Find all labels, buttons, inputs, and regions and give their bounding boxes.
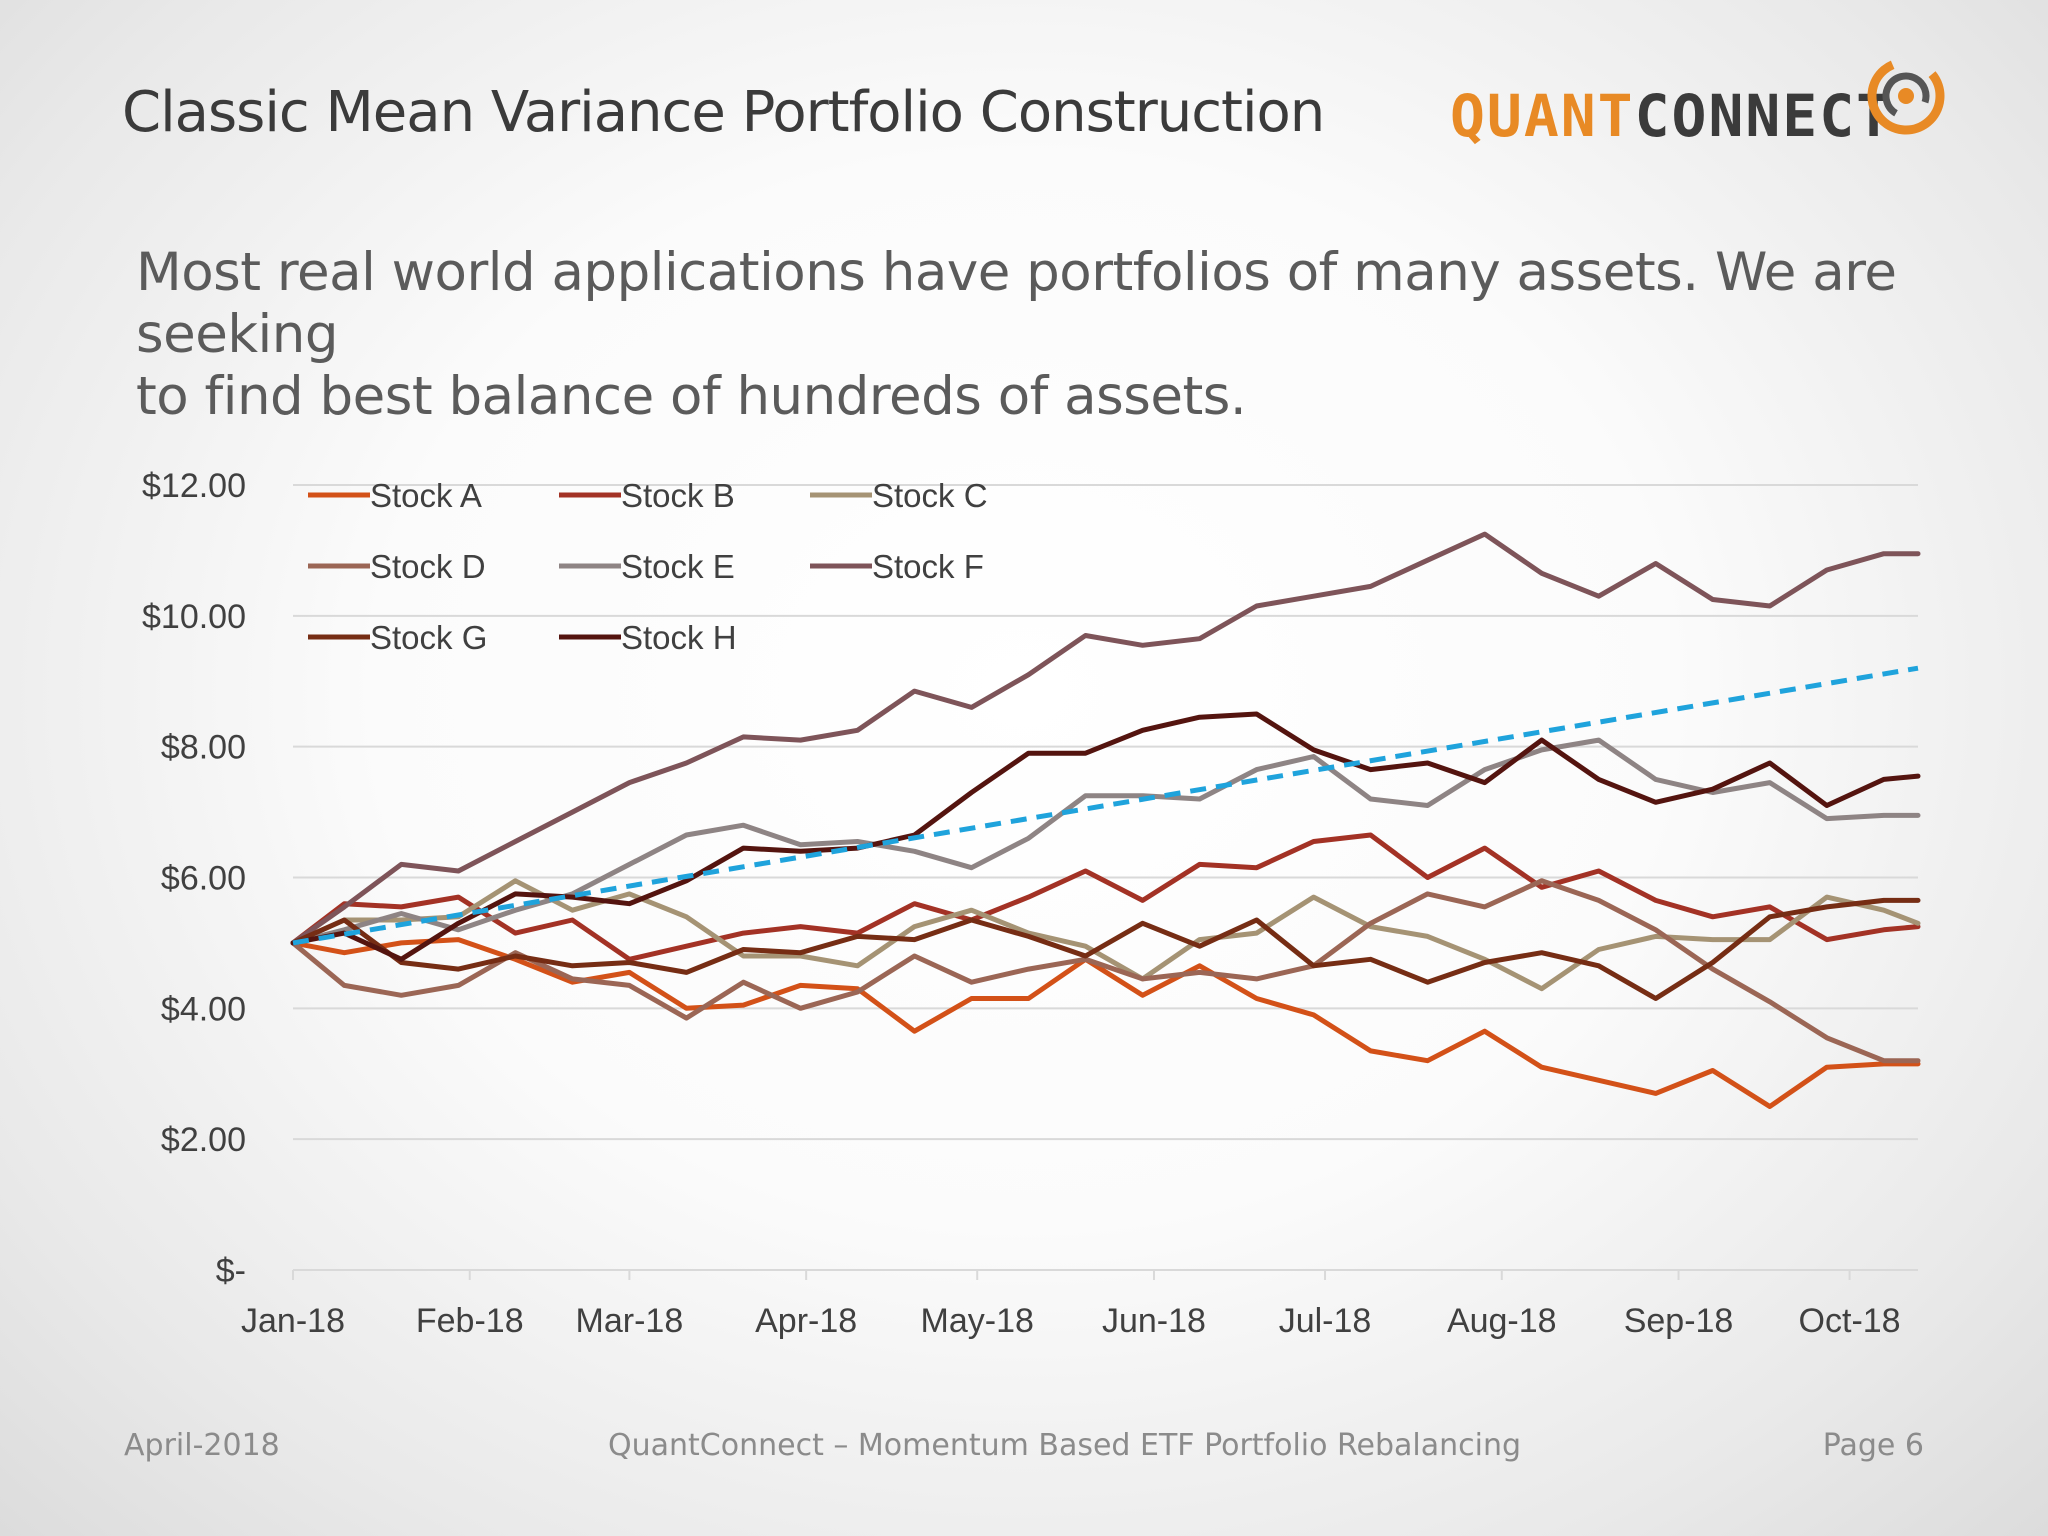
footer-presentation-title: QuantConnect – Momentum Based ETF Portfo… xyxy=(608,1428,1522,1463)
y-tick-label: $10.00 xyxy=(142,598,246,636)
stock-price-line-chart: Jan-18 Feb-18 Mar-18 Apr-18 May-18 Jun-18 Jul-… xyxy=(142,467,1921,1340)
x-tick-label: Mar-18 xyxy=(576,1302,684,1340)
logo-quant-text: QUANT xyxy=(1450,82,1635,150)
series-line-stock-f xyxy=(290,531,1921,946)
y-tick-label: $6.00 xyxy=(161,860,246,898)
legend-label: Stock E xyxy=(621,548,735,585)
legend-label: Stock H xyxy=(621,619,737,656)
slide-subtitle: Most real world applications have portfo… xyxy=(136,242,1936,428)
legend-label: Stock A xyxy=(370,477,482,514)
chart-y-axis: $- $2.00 $4.00 $6.00 $8.00 $10.00 $12.00 xyxy=(142,467,246,1290)
x-tick-label: Oct-18 xyxy=(1799,1302,1901,1340)
series-line-stock-e xyxy=(290,737,1921,946)
footer-page-number: Page 6 xyxy=(1822,1428,1924,1463)
y-tick-label: $- xyxy=(216,1252,246,1290)
legend-label: Stock G xyxy=(370,619,487,656)
x-tick-label: Aug-18 xyxy=(1447,1302,1557,1340)
legend-label: Stock C xyxy=(872,477,988,514)
x-tick-label: Sep-18 xyxy=(1624,1302,1734,1340)
logo-swirl-icon xyxy=(1867,57,1945,135)
series-line-stock-h xyxy=(290,711,1921,962)
series-line-stock-g xyxy=(290,897,1921,1001)
series-line-stock-d xyxy=(290,878,1921,1064)
y-tick-label: $8.00 xyxy=(161,729,246,767)
x-tick-label: Jan-18 xyxy=(241,1302,345,1340)
x-tick-label: May-18 xyxy=(921,1302,1034,1340)
x-tick-label: Jul-18 xyxy=(1279,1302,1372,1340)
y-tick-label: $2.00 xyxy=(161,1121,246,1159)
x-tick-label: Apr-18 xyxy=(755,1302,857,1340)
chart-legend: Stock A Stock B Stock C Stock D Stock E Stock… xyxy=(308,477,988,656)
x-tick-label: Feb-18 xyxy=(416,1302,524,1340)
trend-line-dashed xyxy=(292,665,1919,946)
y-tick-label: $12.00 xyxy=(142,467,246,505)
logo-connect-text: CONNECT xyxy=(1634,82,1894,150)
legend-label: Stock D xyxy=(370,548,486,585)
x-tick-label: Jun-18 xyxy=(1102,1302,1206,1340)
y-tick-label: $4.00 xyxy=(161,990,246,1028)
chart-trend-line xyxy=(292,665,1919,946)
legend-label: Stock F xyxy=(872,548,984,585)
chart-series-lines xyxy=(290,531,1921,1109)
subtitle-line-2: to find best balance of hundreds of asse… xyxy=(136,366,1247,427)
chart-x-axis: Jan-18 Feb-18 Mar-18 Apr-18 May-18 Jun-18 Jul-… xyxy=(241,1269,1918,1340)
quantconnect-logo: QUANTCONNECT xyxy=(1450,52,1950,152)
chart-gridlines xyxy=(293,484,1918,1141)
legend-label: Stock B xyxy=(621,477,735,514)
subtitle-line-1: Most real world applications have portfo… xyxy=(136,242,1897,365)
series-line-stock-b xyxy=(290,832,1921,962)
series-line-stock-a xyxy=(290,937,1921,1109)
logo-wordmark: QUANTCONNECT xyxy=(1450,82,1893,150)
slide-title: Classic Mean Variance Portfolio Construc… xyxy=(122,80,1325,145)
footer-date: April-2018 xyxy=(124,1428,280,1463)
